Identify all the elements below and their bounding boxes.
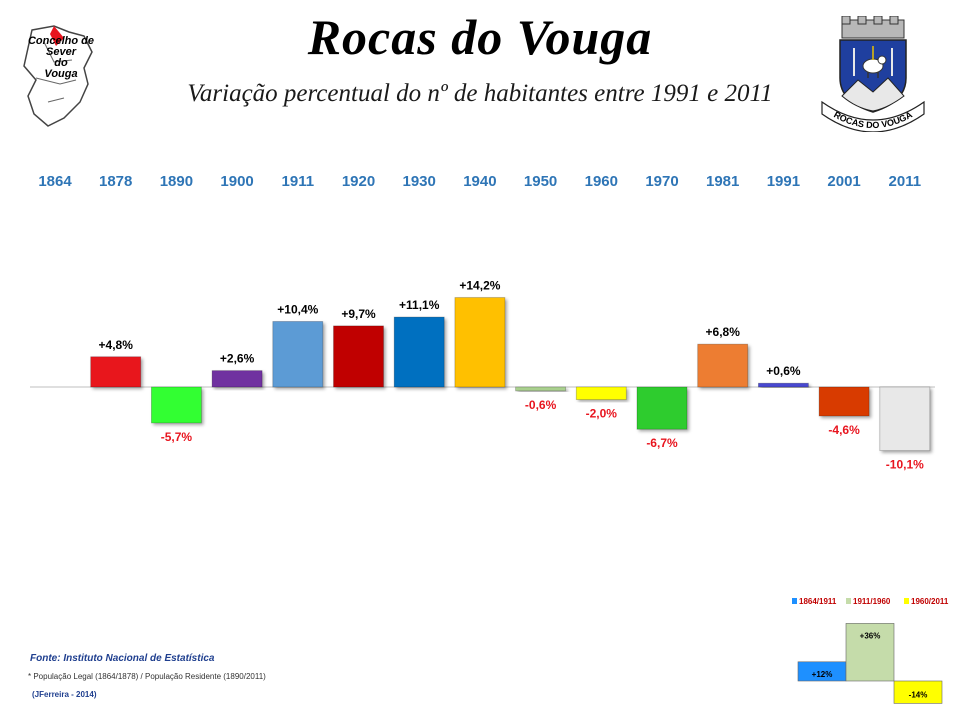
value-label-1878: +4,8% [99, 338, 134, 352]
bar-1890 [150, 386, 202, 424]
bar-1970 [636, 386, 688, 430]
year-tick-1970: 1970 [645, 173, 678, 190]
legend-swatch-1960-2011 [904, 598, 909, 604]
legend-label-1911-1960: 1911/1960 [853, 597, 891, 606]
footnote: * População Legal (1864/1878) / Populaçã… [28, 672, 266, 681]
municipality-map-logo: Concelho de Sever do Vouga [14, 22, 106, 132]
period-bars: +12% +36% -14% [797, 623, 943, 704]
value-label-1900: +2,6% [220, 352, 255, 366]
legend-label-1864-1911: 1864/1911 [799, 597, 837, 606]
legend-label-1960-2011: 1960/2011 [911, 597, 949, 606]
municipality-logo-text: Concelho de Sever do Vouga [27, 35, 94, 80]
year-tick-2001: 2001 [827, 173, 860, 190]
bars [90, 297, 931, 452]
year-tick-1920: 1920 [342, 173, 375, 190]
period-bar-1960-2011 [893, 680, 943, 704]
year-tick-1890: 1890 [160, 173, 193, 190]
value-label-1960: -2,0% [586, 407, 618, 421]
period-value-1960-2011: -14% [909, 690, 928, 699]
value-label-1940: +14,2% [459, 279, 500, 293]
value-label-1970: -6,7% [646, 436, 678, 450]
value-label-1920: +9,7% [341, 307, 376, 321]
bar-1940 [454, 297, 506, 388]
map-outline-icon [23, 25, 93, 127]
bar-1878 [90, 356, 142, 388]
bar-1920 [333, 325, 384, 388]
svg-text:ROCAS DO VOUGA: ROCAS DO VOUGA [832, 109, 914, 130]
bar-1911 [272, 321, 324, 388]
bar-1900 [211, 370, 263, 388]
coat-of-arms-ribbon: ROCAS DO VOUGA [832, 109, 914, 130]
year-tick-1940: 1940 [463, 173, 496, 190]
period-summary-chart: 1864/1911 1911/1960 1960/2011 +12% +36% -14% [792, 597, 949, 704]
year-tick-1950: 1950 [524, 173, 557, 190]
coat-of-arms-ribbon-text: ROCAS DO VOUGA [832, 109, 914, 130]
year-tick-1864: 1864 [38, 173, 72, 190]
year-tick-1878: 1878 [99, 173, 132, 190]
bar-1981 [697, 343, 749, 388]
value-label-1890: -5,7% [161, 430, 193, 444]
data-source: Fonte: Instituto Nacional de Estatística [30, 653, 215, 664]
value-labels: +4,8% -5,7% +2,6% +10,4% +9,7% +11,1% +14,2% -0… [99, 279, 925, 472]
value-label-1911: +10,4% [277, 302, 318, 316]
year-tick-1991: 1991 [767, 173, 800, 190]
value-label-1991: +0,6% [766, 364, 801, 378]
value-label-1950: -0,6% [525, 398, 557, 412]
year-tick-2011: 2011 [889, 173, 922, 190]
coat-of-arms-logo: ROCAS DO VOUGA [818, 15, 928, 133]
population-change-chart: 1864 1878 1890 1900 1911 1920 1930 1940 1950 1960… [30, 173, 935, 472]
legend-swatch-1864-1911 [792, 598, 797, 604]
page-subtitle: Variação percentual do nº de habitantes … [187, 80, 773, 107]
page-title: Rocas do Vouga [307, 9, 653, 65]
legend-swatch-1911-1960 [846, 598, 851, 604]
year-tick-1930: 1930 [403, 173, 436, 190]
coat-of-arms-icon [821, 15, 925, 133]
bar-1930 [393, 316, 445, 388]
value-label-2011: -10,1% [886, 458, 924, 472]
period-legend: 1864/1911 1911/1960 1960/2011 [792, 597, 949, 606]
year-tick-1911: 1911 [282, 173, 315, 190]
value-label-1981: +6,8% [706, 325, 741, 339]
period-value-1911-1960: +36% [860, 631, 881, 640]
year-tick-1960: 1960 [585, 173, 618, 190]
bar-2011 [879, 386, 931, 452]
year-tick-1900: 1900 [220, 173, 253, 190]
period-bar-1911-1960 [845, 623, 895, 682]
year-tick-labels: 1864 1878 1890 1900 1911 1920 1930 1940 1950 1960… [38, 173, 921, 190]
bar-1950 [515, 386, 566, 392]
bar-1960 [575, 386, 627, 401]
bar-2001 [818, 386, 870, 417]
bar-1991 [758, 382, 809, 388]
year-tick-1981: 1981 [706, 173, 739, 190]
value-label-2001: -4,6% [828, 423, 860, 437]
value-label-1930: +11,1% [399, 298, 440, 312]
period-value-1864-1911: +12% [812, 670, 833, 679]
author-credit: (JFerreira - 2014) [32, 690, 97, 699]
